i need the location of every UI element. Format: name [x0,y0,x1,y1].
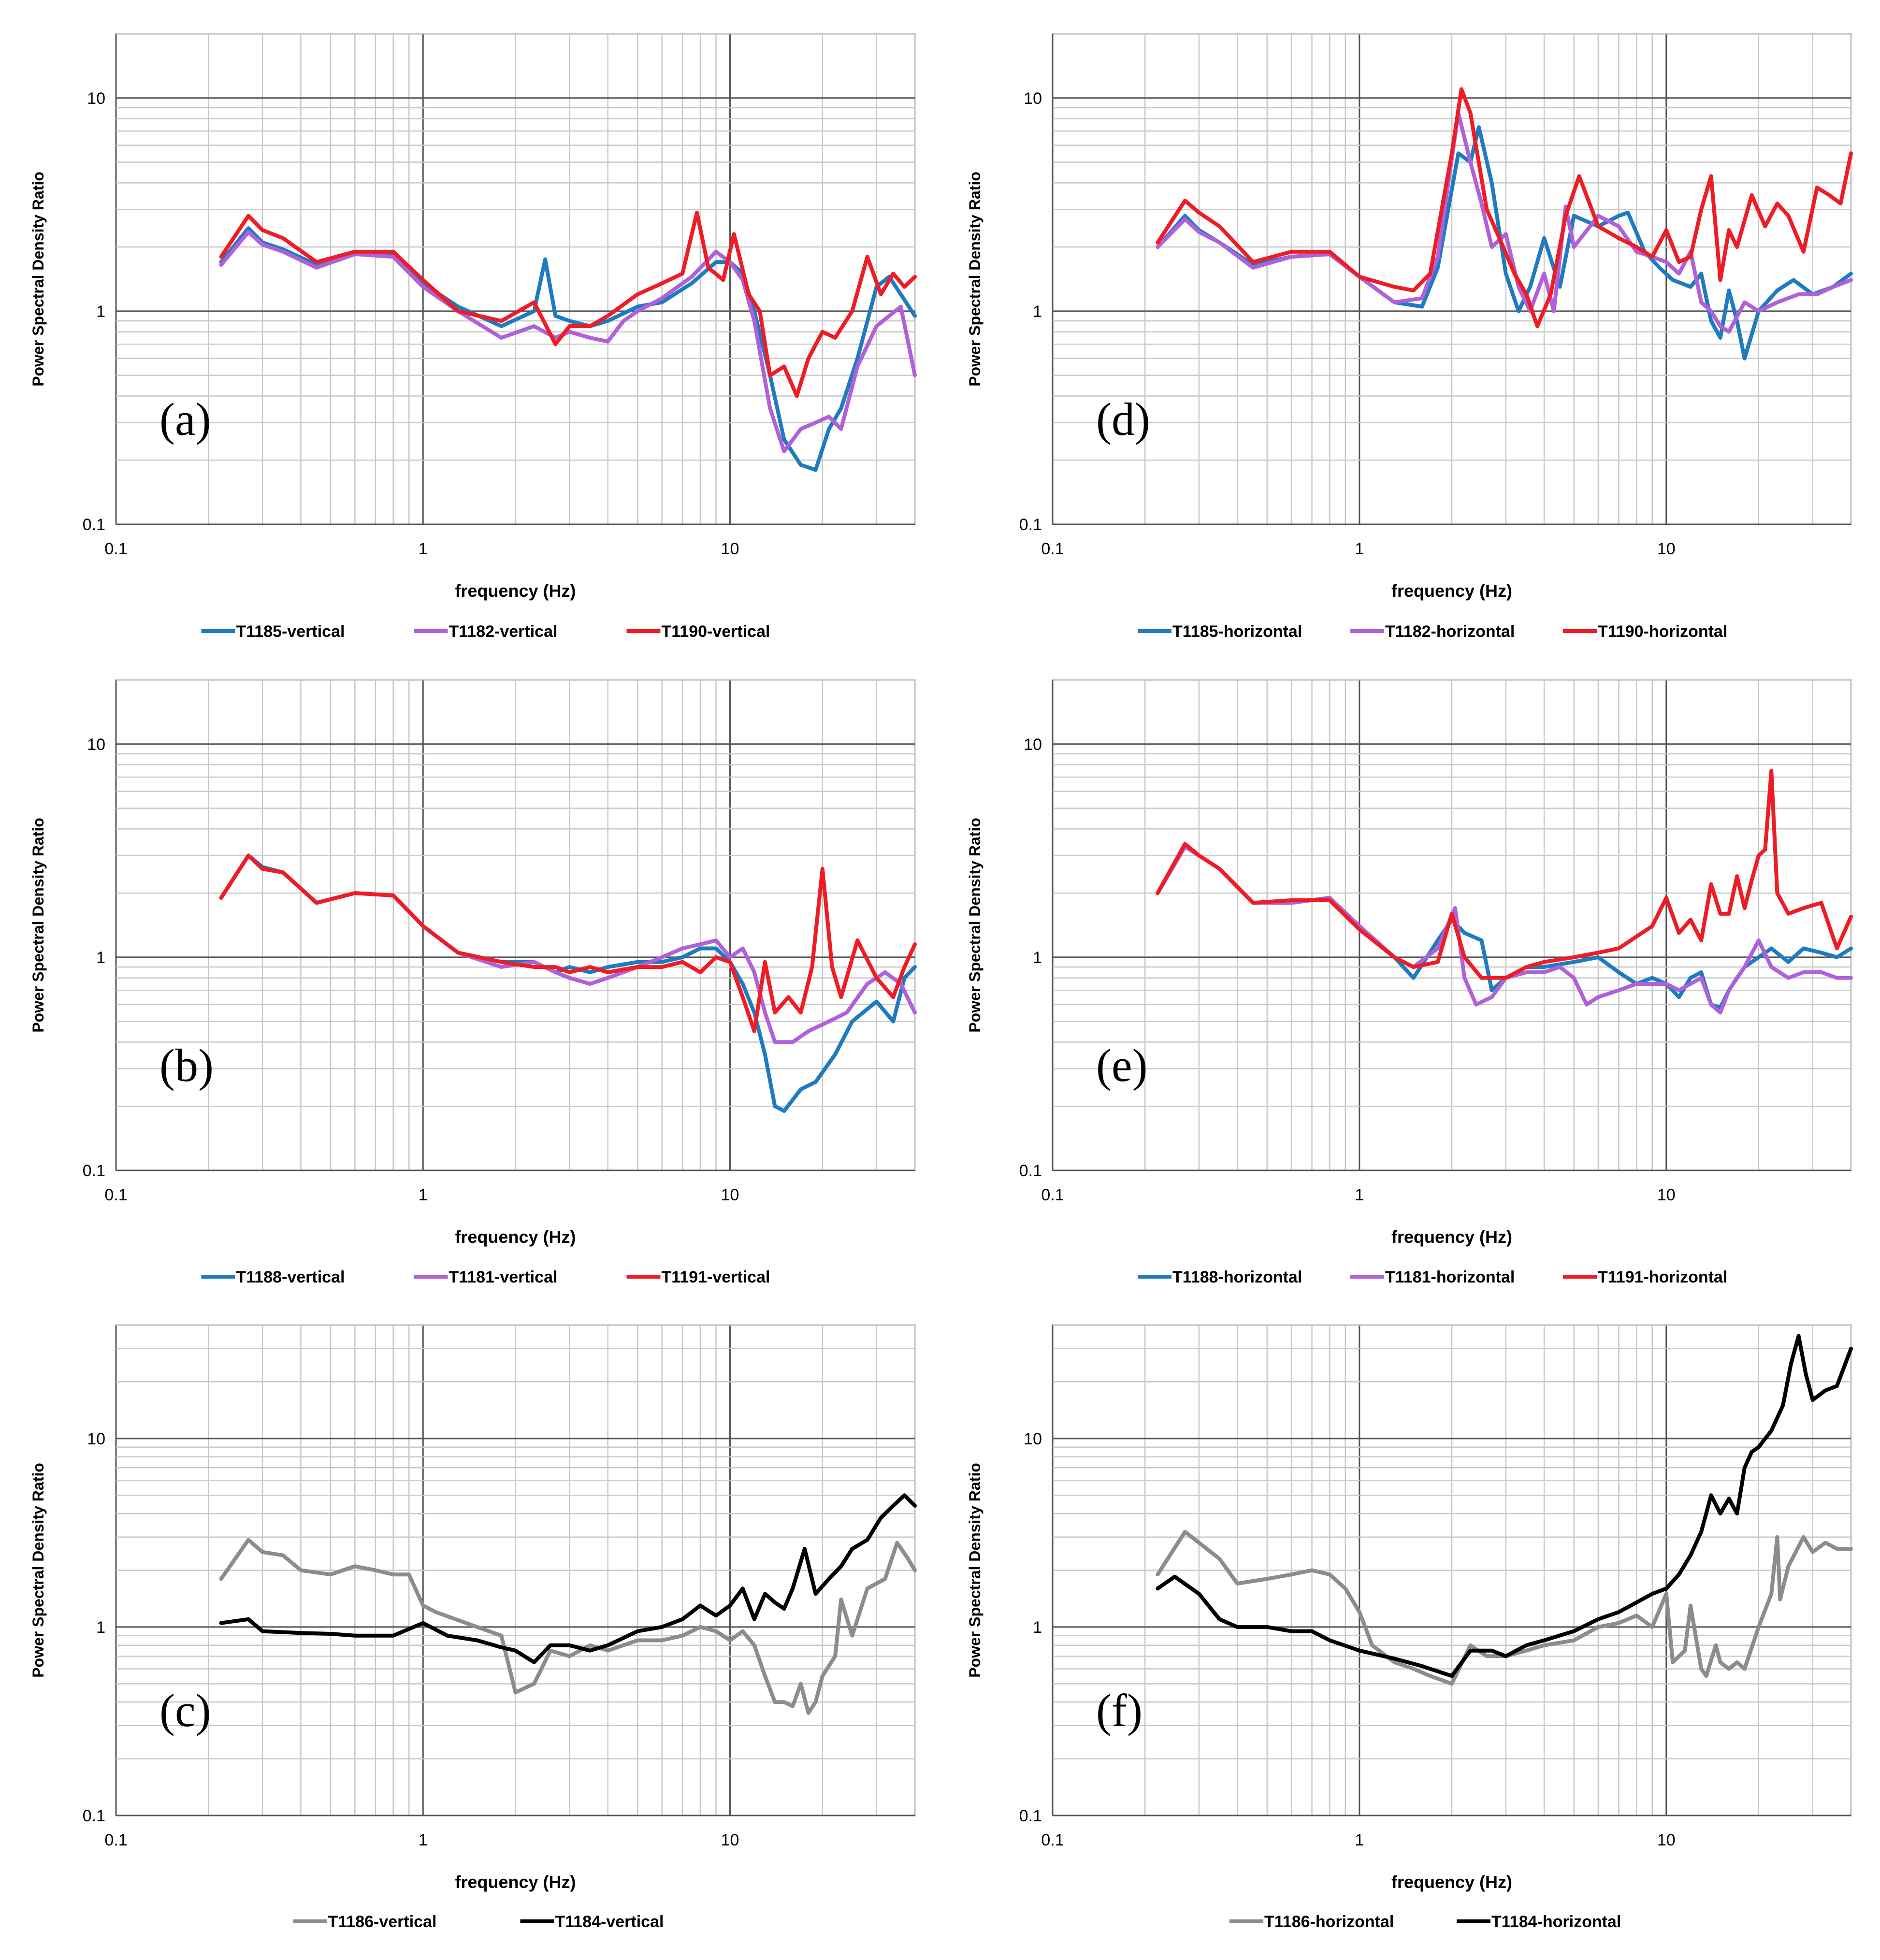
legend: T1185-vertical T1182-vertical T1190-vertic… [201,622,770,641]
y-tick-label: 10 [87,735,105,754]
series-line-T1181-horizontal [1156,845,1853,1015]
gridlines [1052,679,1852,1171]
y-axis-label: Power Spectral Density Ratio [966,1463,983,1678]
legend-label: T1181-vertical [449,1268,558,1286]
legend-label: T1190-vertical [662,622,770,641]
legend-label: T1191-horizontal [1598,1268,1727,1286]
legend-label: T1184-horizontal [1491,1913,1621,1931]
x-tick-label: 1 [1355,540,1364,558]
y-tick-label: 0.1 [83,1807,105,1825]
x-tick-label: 10 [721,1186,739,1204]
x-tick-label: 10 [1657,540,1676,558]
panel-label: (e) [1096,1039,1148,1091]
x-tick-label: 1 [1355,1186,1364,1204]
y-tick-label: 1 [96,303,105,321]
y-tick-label: 10 [1024,1430,1042,1448]
y-axis-label: Power Spectral Density Ratio [29,1463,47,1678]
x-axis-label: frequency (Hz) [1391,581,1512,601]
panel-label: (a) [159,393,211,445]
x-axis-label: frequency (Hz) [455,581,576,601]
chart-panel-c: 0.1 1 10 0.1 1 10 frequency (Hz) Power Spectral… [29,1324,917,1931]
x-axis-label: frequency (Hz) [1391,1227,1512,1247]
legend-label: T1188-horizontal [1172,1268,1302,1286]
gridlines [115,679,916,1171]
y-tick-label: 1 [1033,303,1042,321]
x-tick-label: 0.1 [1041,1831,1064,1849]
y-axis-label: Power Spectral Density Ratio [29,172,47,387]
y-tick-label: 10 [87,89,105,108]
x-axis-label: frequency (Hz) [455,1872,576,1892]
legend-label: T1185-horizontal [1172,622,1302,641]
panel-label: (c) [159,1685,211,1736]
chart-panel-b: 0.1 1 10 0.1 1 10 frequency (Hz) Power Spectral… [29,679,917,1286]
x-tick-label: 1 [419,1831,428,1849]
y-tick-label: 1 [1033,949,1042,967]
legend: T1186-horizontal T1184-horizontal [1229,1913,1621,1931]
x-tick-label: 1 [1355,1831,1364,1849]
legend-label: T1186-vertical [328,1913,437,1931]
y-tick-label: 10 [1024,735,1042,754]
legend: T1188-vertical T1181-vertical T1191-vertic… [201,1268,770,1286]
series-line-T1186-vertical [219,1538,917,1715]
x-tick-label: 10 [1657,1186,1676,1204]
y-tick-label: 0.1 [1019,516,1042,534]
y-tick-label: 1 [96,949,105,967]
legend-label: T1181-horizontal [1385,1268,1515,1286]
x-tick-label: 1 [419,540,428,558]
legend-label: T1186-horizontal [1264,1913,1394,1931]
y-axis-label: Power Spectral Density Ratio [966,172,983,387]
legend-label: T1182-vertical [449,622,558,641]
x-tick-label: 10 [721,1831,739,1849]
series-line-T1184-vertical [219,1493,917,1664]
x-tick-label: 0.1 [104,1831,127,1849]
y-axis-label: Power Spectral Density Ratio [966,818,983,1033]
y-tick-label: 0.1 [83,1162,105,1180]
panel-label: (f) [1096,1685,1142,1736]
y-tick-label: 10 [1024,89,1042,108]
chart-panel-f: 0.1 1 10 0.1 1 10 frequency (Hz) Power Spectral… [966,1324,1853,1931]
chart-panel-d: 0.1 1 10 0.1 1 10 frequency (Hz) Power Spectral… [966,33,1853,641]
x-tick-label: 10 [721,540,739,558]
legend-label: T1184-vertical [555,1913,664,1931]
series-line-T1191-vertical [219,853,917,1033]
legend: T1185-horizontal T1182-horizontal T1190-ho… [1138,622,1727,641]
y-tick-label: 0.1 [1019,1162,1042,1180]
x-tick-label: 0.1 [104,1186,127,1204]
x-axis-label: frequency (Hz) [1391,1872,1512,1892]
legend-label: T1190-horizontal [1598,622,1727,641]
y-tick-label: 10 [87,1430,105,1448]
chart-panel-e: 0.1 1 10 0.1 1 10 frequency (Hz) Power Spectral… [966,679,1853,1286]
series-line-T1186-horizontal [1156,1529,1853,1686]
legend: T1188-horizontal T1181-horizontal T1191-ho… [1138,1268,1727,1286]
y-tick-label: 0.1 [83,516,105,534]
series-line-T1190-vertical [219,210,917,398]
legend-label: T1185-vertical [236,622,345,641]
y-tick-label: 1 [96,1618,105,1637]
series-line-T1184-horizontal [1156,1334,1853,1678]
x-tick-label: 0.1 [1041,540,1064,558]
panel-label: (d) [1096,393,1150,445]
chart-panel-a: 0.1 1 10 0.1 1 10 frequency (Hz) Power Spectral… [29,33,917,641]
panel-label: (b) [159,1039,214,1091]
series-line-T1182-vertical [219,230,917,453]
x-axis-label: frequency (Hz) [455,1227,576,1247]
y-tick-label: 0.1 [1019,1807,1042,1825]
gridlines [115,1324,916,1816]
x-tick-label: 1 [419,1186,428,1204]
legend-label: T1188-vertical [236,1268,345,1286]
y-tick-label: 1 [1033,1618,1042,1637]
series-line-T1191-horizontal [1156,768,1853,980]
series-line-T1190-horizontal [1156,87,1853,328]
x-tick-label: 0.1 [104,540,127,558]
legend-label: T1191-vertical [662,1268,770,1286]
legend: T1186-vertical T1184-vertical [293,1913,664,1931]
x-tick-label: 0.1 [1041,1186,1064,1204]
y-axis-label: Power Spectral Density Ratio [29,818,47,1033]
legend-label: T1182-horizontal [1385,622,1515,641]
x-tick-label: 10 [1657,1831,1676,1849]
